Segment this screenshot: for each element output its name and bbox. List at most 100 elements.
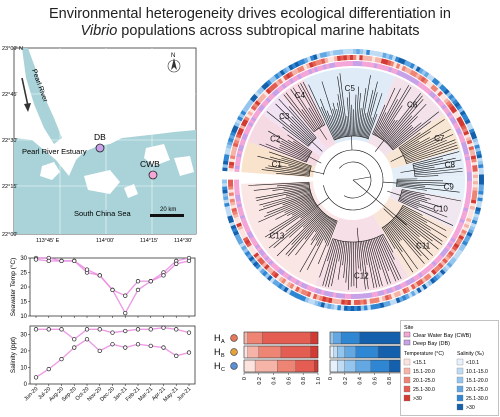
annotation-ring-cell xyxy=(296,66,303,73)
annotation-ring-cell xyxy=(238,112,245,119)
annotation-ring-cell xyxy=(433,258,440,265)
annotation-ring-cell xyxy=(244,250,251,257)
leaf-branch xyxy=(385,99,424,143)
leaf-branch xyxy=(345,241,349,283)
annotation-ring-cell xyxy=(451,119,458,125)
annotation-ring-cell xyxy=(228,161,235,166)
leaf-branch xyxy=(386,115,413,144)
annotation-ring-cell xyxy=(439,93,446,100)
clade-label: C3 xyxy=(279,112,290,121)
annotation-ring-cell xyxy=(424,86,430,94)
annotation-ring-cell xyxy=(437,90,444,97)
data-point xyxy=(33,327,39,332)
map-island xyxy=(174,156,194,176)
leaf-branch xyxy=(269,202,316,232)
leaf-branch xyxy=(399,119,445,150)
leaf-branch xyxy=(323,219,335,241)
annotation-ring-cell xyxy=(412,64,419,71)
annotation-ring-cell xyxy=(264,272,271,279)
leaf-branch xyxy=(302,210,322,228)
annotation-ring-cell xyxy=(402,281,408,288)
annotation-ring-cell xyxy=(442,106,449,113)
annotation-ring-cell xyxy=(245,113,252,119)
stacked-bar-segment xyxy=(310,345,319,359)
leaf-branch xyxy=(405,142,457,162)
annotation-ring-cell xyxy=(257,256,264,263)
annotation-ring-cell xyxy=(419,83,426,90)
annotation-ring-cell xyxy=(452,99,459,106)
annotation-ring-cell xyxy=(434,88,441,95)
annotation-ring-cell xyxy=(291,291,298,298)
annotation-ring-cell xyxy=(252,260,259,267)
annotation-ring-cell xyxy=(477,157,483,163)
legend-sal-swatch xyxy=(456,376,464,384)
clade-label: C10 xyxy=(433,204,448,213)
leaf-branch xyxy=(414,171,463,176)
annotation-ring-cell xyxy=(472,171,478,176)
leaf-branch xyxy=(392,121,431,151)
data-point xyxy=(110,330,115,335)
leaf-branch xyxy=(400,194,442,208)
data-point xyxy=(72,345,77,350)
y-axis-label: Salinity (ppt) xyxy=(10,337,17,373)
lat-label: 23°00' N xyxy=(2,46,23,52)
data-point xyxy=(148,343,153,349)
annotation-ring-cell xyxy=(459,110,466,117)
leaf-branch xyxy=(276,172,310,177)
data-point xyxy=(59,356,64,362)
tree-branches xyxy=(248,73,463,290)
data-point xyxy=(84,327,90,332)
leaf-branch xyxy=(358,87,367,137)
leaf-branch xyxy=(402,205,423,216)
annotation-ring-cell xyxy=(259,103,266,110)
annotation-ring-cell xyxy=(356,55,360,61)
annotation-ring-cell xyxy=(356,61,360,67)
annotation-ring-cell xyxy=(253,252,260,258)
annotation-ring-cell xyxy=(440,104,447,111)
legend-sal-label: 20.1-25.0 xyxy=(466,387,488,393)
annotation-ring-cell xyxy=(234,165,240,170)
annotation-ring-cell xyxy=(471,193,478,198)
annotation-ring-cell xyxy=(431,77,438,84)
annotation-ring-cell xyxy=(371,291,376,298)
legend-site-cwb: Clear Water Bay (CWB) xyxy=(413,333,471,339)
habitat-marker xyxy=(230,334,238,342)
leaf-branch xyxy=(406,144,458,163)
annotation-ring-cell xyxy=(240,244,247,251)
leaf-branch xyxy=(248,182,310,186)
leaf-branch xyxy=(357,108,362,137)
annotation-ring-cell xyxy=(240,109,247,116)
annotation-ring-cell xyxy=(274,73,281,80)
annotation-ring-cell xyxy=(273,272,279,279)
y-tick-label: 20 xyxy=(20,349,27,355)
annotation-ring-cell xyxy=(251,249,258,256)
leaf-branch xyxy=(320,106,336,140)
legend-temp-swatch xyxy=(403,376,411,384)
leaf-branch xyxy=(264,196,313,218)
leaf-branch xyxy=(413,158,443,166)
annotation-ring-cell xyxy=(252,102,259,109)
leaf-branch xyxy=(332,108,342,138)
annotation-ring-cell xyxy=(242,132,249,138)
annotation-ring-cell xyxy=(250,258,257,265)
annotation-ring-cell xyxy=(451,234,458,241)
x-tick-label: Jun-21 xyxy=(176,386,192,402)
annotation-ring-cell xyxy=(478,184,484,189)
annotation-ring-cell xyxy=(466,171,472,176)
leaf-branch xyxy=(396,182,446,186)
habitat-marker xyxy=(230,362,238,370)
annotation-ring-cell xyxy=(333,304,338,311)
annotation-ring-cell xyxy=(434,273,441,280)
annotation-ring-cell xyxy=(244,239,251,245)
annotation-ring-cell xyxy=(476,200,483,206)
annotation-ring-cell xyxy=(409,63,416,70)
annotation-ring-cell xyxy=(456,116,463,122)
leaf-branch xyxy=(396,184,460,193)
annotation-ring-cell xyxy=(234,185,240,190)
annotation-ring-cell xyxy=(261,253,268,259)
legend-temp-title: Temperature (°C) xyxy=(404,351,444,357)
annotation-ring-cell xyxy=(471,196,477,201)
leaf-branch xyxy=(304,214,326,240)
habitat-label: H xyxy=(214,361,221,371)
leaf-branch xyxy=(401,193,428,201)
